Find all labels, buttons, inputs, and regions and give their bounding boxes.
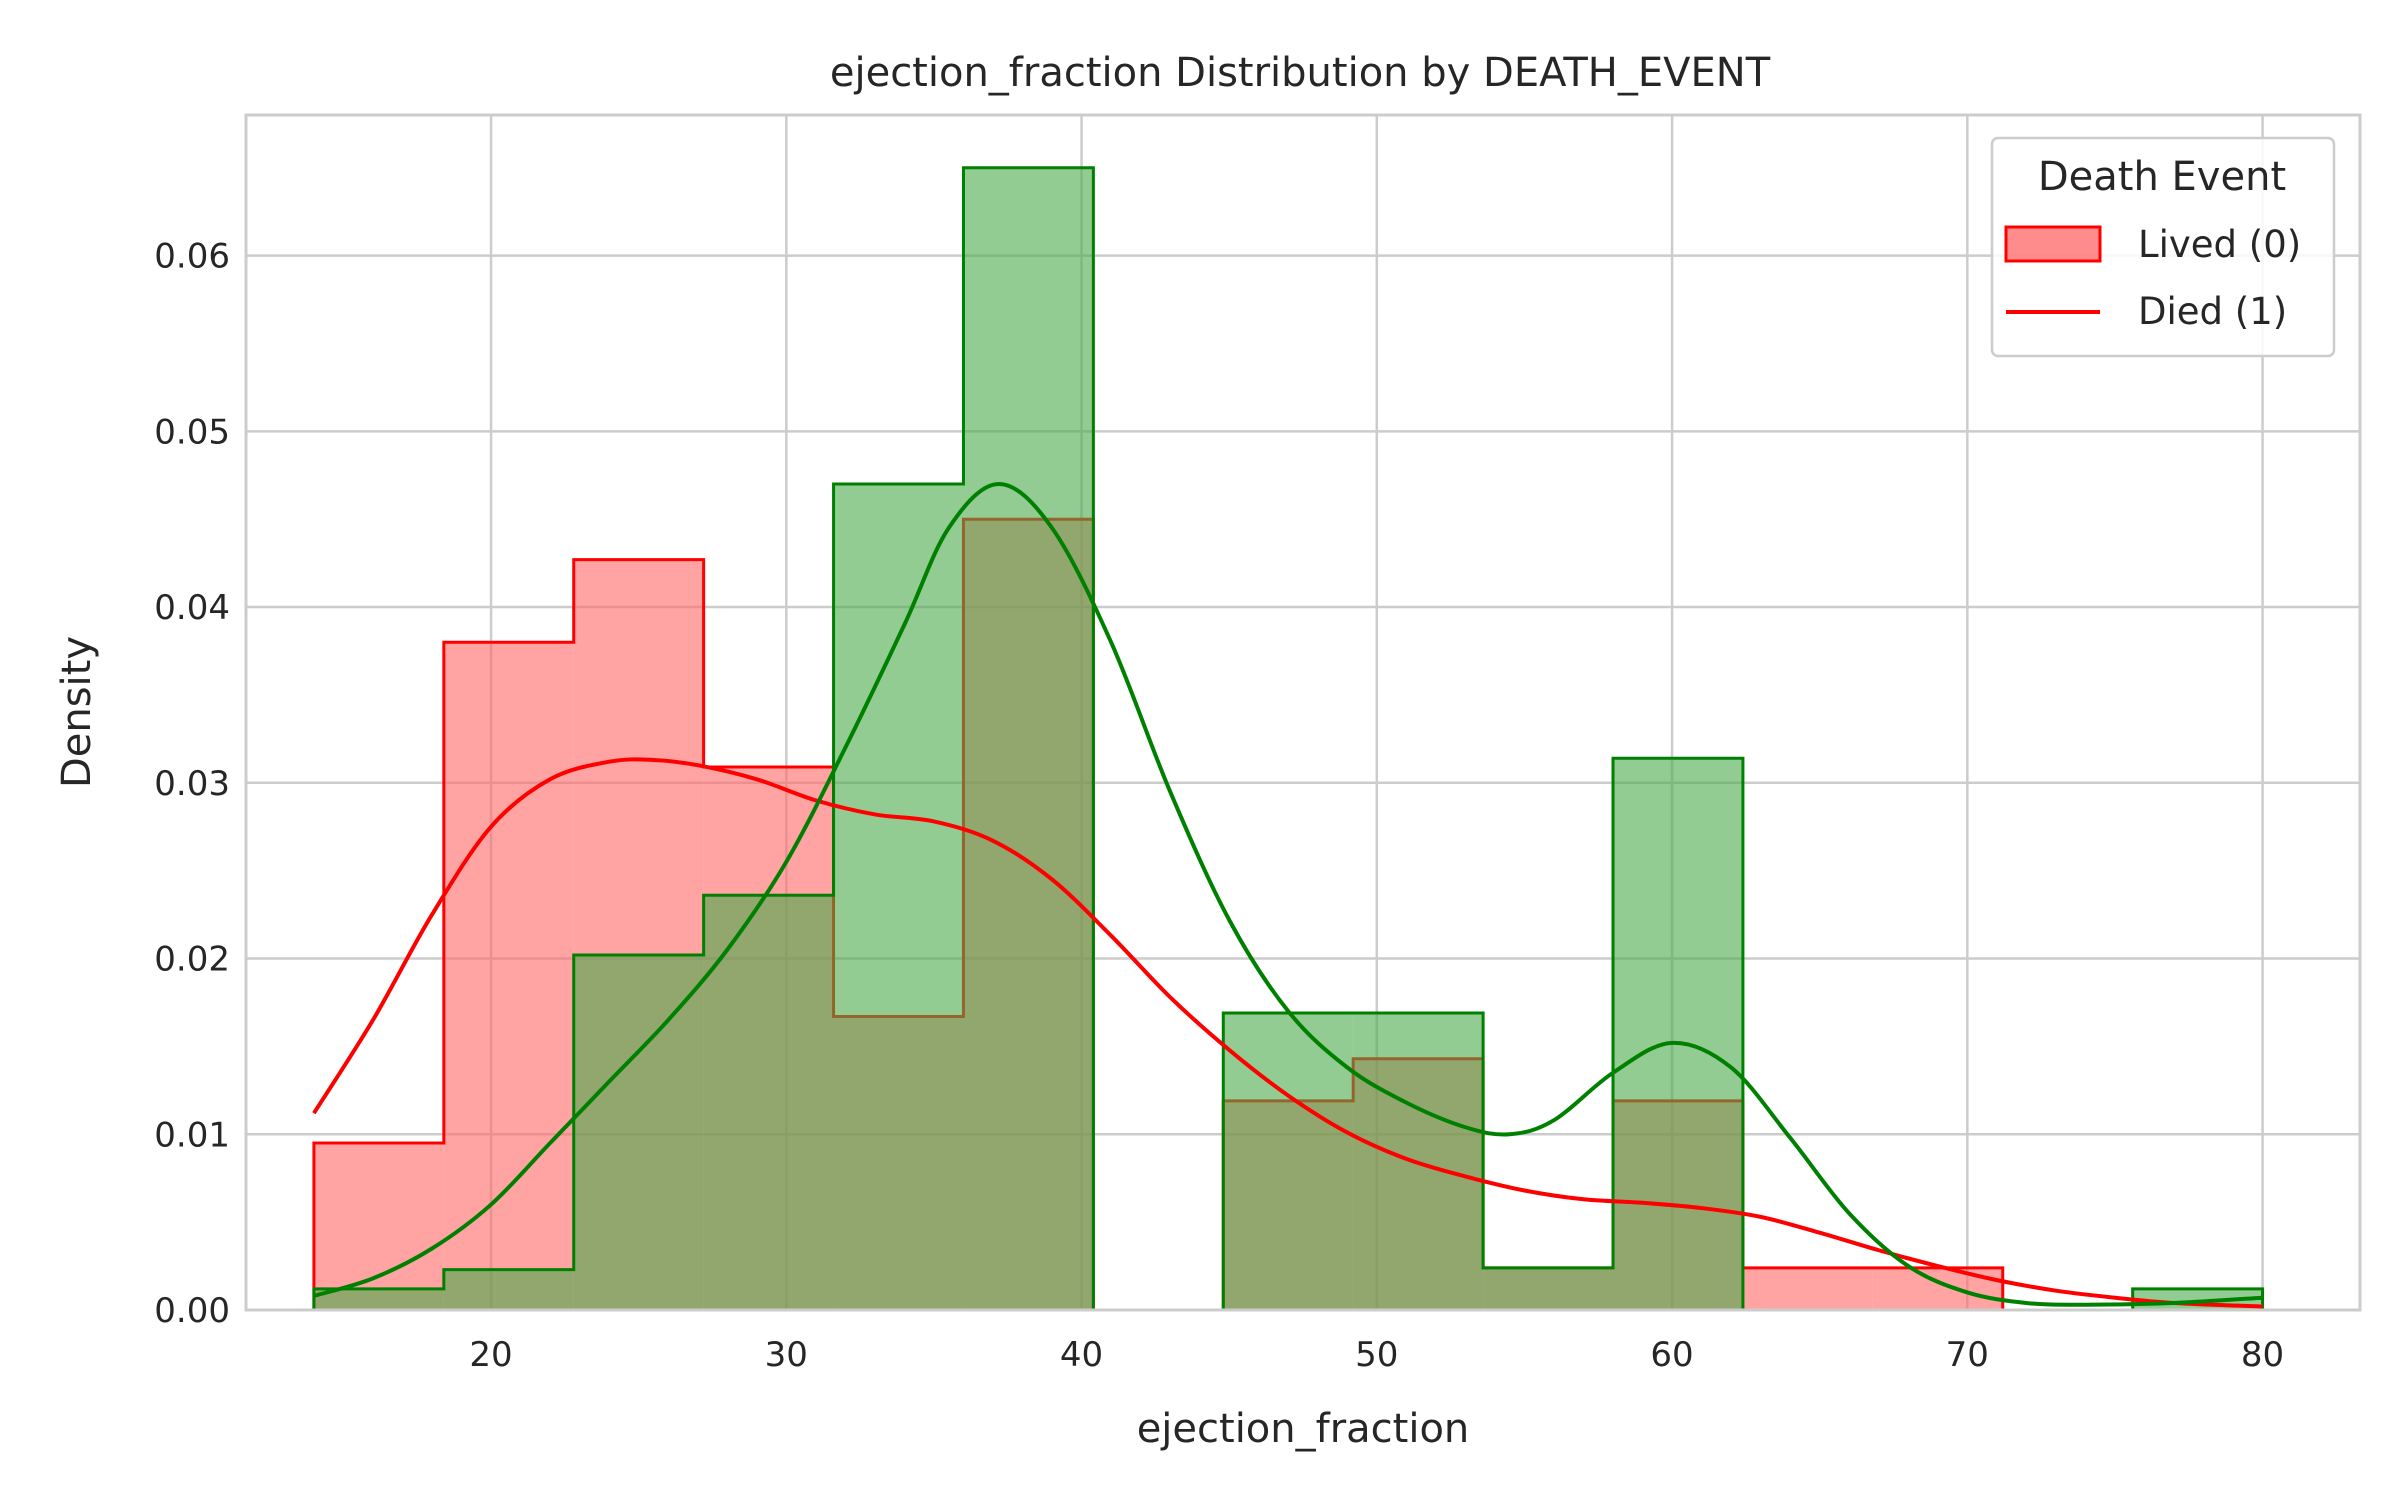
x-axis-ticks: 20 30 40 50 60 70 80 xyxy=(469,1335,2284,1375)
y-tick-label: 0.01 xyxy=(154,1115,230,1155)
x-tick-label: 50 xyxy=(1355,1335,1398,1375)
x-tick-label: 40 xyxy=(1060,1335,1103,1375)
y-tick-label: 0.05 xyxy=(154,412,230,452)
histogram-bars xyxy=(312,166,2265,1312)
kde-curves xyxy=(312,482,2263,1309)
y-axis-ticks: 0.00 0.01 0.02 0.03 0.04 0.05 0.06 xyxy=(154,237,230,1331)
kde-line-green xyxy=(313,482,2263,1307)
chart-title: ejection_fraction Distribution by DEATH_… xyxy=(830,50,1771,96)
hist-bar-red xyxy=(1742,1267,1873,1310)
hist-bar-green xyxy=(703,895,834,1310)
hist-bar-green xyxy=(443,1269,574,1310)
legend-title: Death Event xyxy=(2038,154,2286,200)
y-tick-label: 0.02 xyxy=(154,940,230,980)
y-tick-label: 0.06 xyxy=(154,237,230,277)
hist-bar-green xyxy=(833,484,964,1310)
plot-frame xyxy=(244,113,2362,1312)
hist-bar-green xyxy=(1613,758,1743,1310)
x-tick-label: 60 xyxy=(1650,1335,1693,1375)
legend-box xyxy=(1990,136,2336,358)
y-tick-label: 0.03 xyxy=(154,764,230,804)
hist-bar-red xyxy=(1872,1267,2003,1310)
x-tick-label: 30 xyxy=(765,1335,808,1375)
x-axis-label: ejection_fraction xyxy=(1137,1406,1470,1452)
hist-bar-green xyxy=(573,955,704,1310)
hist-bar-green xyxy=(963,167,1094,1310)
kde-line-red xyxy=(312,757,2263,1309)
hist-bar-green xyxy=(313,1288,444,1310)
y-tick-label: 0.00 xyxy=(154,1291,230,1331)
hist-bar-red xyxy=(313,1143,444,1310)
legend-entry-died: Died (1) xyxy=(2138,290,2287,333)
legend: Death Event Lived (0) Died (1) xyxy=(1990,136,2336,358)
hist-bar-green xyxy=(1483,1267,1614,1310)
y-tick-label: 0.04 xyxy=(154,588,230,628)
y-axis-label: Density xyxy=(54,636,100,788)
x-tick-label: 20 xyxy=(469,1335,512,1375)
histogram-green xyxy=(312,166,2265,1312)
legend-entry-lived: Lived (0) xyxy=(2138,223,2301,266)
x-tick-label: 70 xyxy=(1946,1335,1989,1375)
legend-swatch-lived xyxy=(2004,225,2102,263)
hist-bar-red xyxy=(443,642,574,1310)
x-tick-label: 80 xyxy=(2241,1335,2284,1375)
